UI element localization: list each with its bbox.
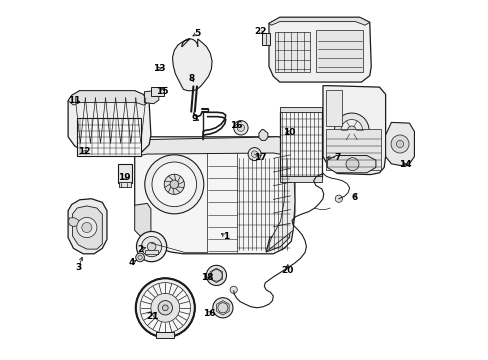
Bar: [151, 87, 163, 96]
Circle shape: [206, 265, 226, 285]
Polygon shape: [134, 203, 151, 241]
Bar: [279, 176, 322, 182]
Circle shape: [335, 195, 342, 202]
Polygon shape: [385, 122, 413, 166]
Text: 8: 8: [188, 74, 194, 83]
Text: 11: 11: [68, 96, 81, 105]
Text: 3: 3: [76, 263, 82, 271]
Text: 13: 13: [152, 64, 165, 73]
Bar: [261, 33, 269, 45]
Circle shape: [334, 113, 368, 148]
Text: 14: 14: [399, 161, 411, 169]
Bar: [325, 90, 341, 126]
Circle shape: [152, 162, 196, 207]
Polygon shape: [134, 137, 294, 254]
Circle shape: [77, 217, 97, 238]
Text: 9: 9: [191, 114, 198, 123]
Text: 22: 22: [254, 27, 266, 36]
Text: 4: 4: [129, 258, 135, 267]
Text: 2: 2: [138, 245, 143, 253]
Circle shape: [233, 121, 247, 135]
Circle shape: [151, 293, 179, 322]
Circle shape: [212, 298, 232, 318]
Bar: [275, 32, 310, 72]
Bar: [156, 332, 174, 338]
Polygon shape: [68, 199, 107, 254]
Polygon shape: [144, 91, 159, 104]
Polygon shape: [268, 17, 369, 25]
Polygon shape: [258, 130, 267, 140]
Polygon shape: [68, 91, 151, 152]
Polygon shape: [134, 137, 294, 156]
Text: 16: 16: [230, 122, 243, 130]
Bar: [119, 182, 130, 187]
Polygon shape: [172, 39, 212, 91]
Circle shape: [210, 270, 222, 281]
Circle shape: [390, 135, 408, 153]
Bar: [325, 129, 381, 170]
Polygon shape: [268, 17, 370, 82]
Circle shape: [136, 278, 194, 337]
Circle shape: [144, 155, 203, 214]
Text: 21: 21: [146, 311, 159, 320]
Circle shape: [170, 180, 178, 189]
Text: 6: 6: [350, 194, 357, 202]
Circle shape: [340, 120, 362, 141]
Bar: [316, 30, 363, 72]
Circle shape: [347, 126, 355, 135]
Circle shape: [147, 242, 156, 251]
Circle shape: [346, 158, 358, 171]
Circle shape: [136, 231, 166, 262]
Text: 18: 18: [201, 274, 214, 282]
Text: 15: 15: [156, 87, 168, 96]
Bar: [77, 118, 141, 156]
Text: 16: 16: [203, 309, 215, 318]
Circle shape: [396, 140, 403, 148]
Circle shape: [230, 286, 237, 293]
Circle shape: [140, 283, 190, 333]
Text: 1: 1: [222, 233, 228, 241]
Circle shape: [218, 303, 227, 313]
Bar: [279, 111, 322, 177]
Text: 5: 5: [194, 29, 201, 37]
Text: 12: 12: [78, 148, 90, 156]
Polygon shape: [265, 205, 291, 252]
Circle shape: [251, 151, 257, 157]
Polygon shape: [68, 218, 79, 227]
Circle shape: [81, 222, 92, 233]
Circle shape: [164, 174, 184, 194]
Polygon shape: [326, 156, 375, 173]
Text: 7: 7: [333, 153, 340, 162]
Text: 20: 20: [280, 266, 293, 275]
Text: 10: 10: [283, 128, 295, 137]
Polygon shape: [322, 86, 385, 175]
Bar: [118, 164, 132, 183]
Bar: [145, 250, 158, 254]
Bar: [279, 107, 322, 112]
Polygon shape: [68, 91, 149, 105]
Circle shape: [141, 237, 162, 257]
Circle shape: [136, 253, 144, 262]
Text: 17: 17: [254, 153, 266, 162]
Circle shape: [158, 301, 172, 315]
Text: 19: 19: [117, 173, 130, 181]
Circle shape: [138, 255, 142, 260]
Circle shape: [162, 305, 168, 311]
Circle shape: [247, 148, 261, 161]
Circle shape: [237, 124, 244, 131]
Polygon shape: [72, 206, 102, 249]
Polygon shape: [265, 148, 294, 252]
